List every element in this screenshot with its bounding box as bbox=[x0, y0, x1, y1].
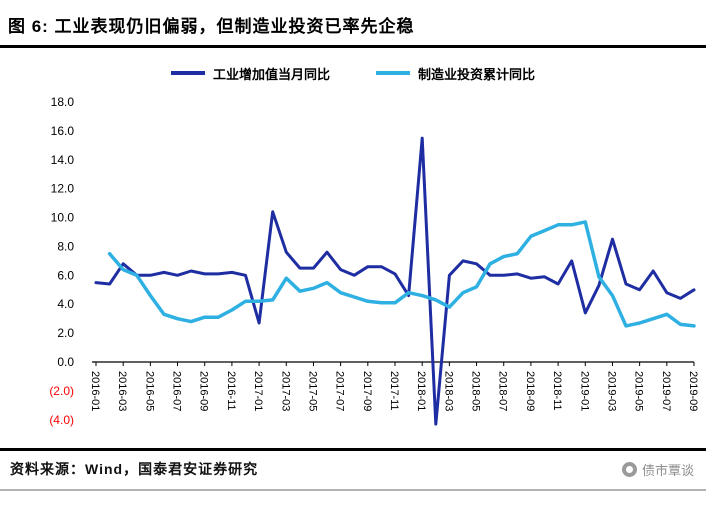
y-tick-label: (4.0) bbox=[49, 413, 74, 427]
legend-label-industrial: 工业增加值当月同比 bbox=[212, 66, 330, 82]
wechat-logo-icon bbox=[621, 461, 637, 477]
x-tick-label: 2016-01 bbox=[89, 371, 101, 411]
x-tick-label: 2016-09 bbox=[198, 371, 210, 411]
x-tick-label: 2016-05 bbox=[143, 371, 155, 411]
x-tick-label: 2017-07 bbox=[334, 371, 346, 411]
y-tick-label: 4.0 bbox=[57, 297, 74, 311]
y-tick-label: 6.0 bbox=[57, 268, 74, 282]
x-tick-label: 2018-05 bbox=[470, 371, 482, 411]
x-tick-label: 2017-05 bbox=[306, 371, 318, 411]
x-tick-label: 2019-07 bbox=[660, 371, 672, 411]
source-text: 资料来源：Wind，国泰君安证券研究 bbox=[10, 461, 259, 477]
y-tick-label: 12.0 bbox=[51, 182, 75, 196]
series-line-industrial bbox=[94, 136, 696, 426]
x-tick-label: 2019-03 bbox=[605, 371, 617, 411]
x-tick-label: 2017-03 bbox=[279, 371, 291, 411]
legend-item-industrial: 工业增加值当月同比 bbox=[170, 64, 330, 83]
x-tick-label: 2017-01 bbox=[252, 371, 264, 411]
x-tick-label: 2018-11 bbox=[551, 371, 563, 411]
line-chart: 18.0 16.0 14.0 12.0 10.0 8.0 6.0 4.0 2.0 0.0 (2.0)… bbox=[49, 95, 699, 427]
x-tick-label: 2018-01 bbox=[415, 371, 427, 411]
x-tick-label: 2019-09 bbox=[687, 371, 699, 411]
x-tick-label: 2016-03 bbox=[116, 371, 128, 411]
x-tick-label: 2017-11 bbox=[388, 371, 400, 411]
x-tick-label: 2019-01 bbox=[578, 371, 590, 411]
y-tick-label: 2.0 bbox=[57, 326, 74, 340]
footer-rule bbox=[0, 448, 706, 451]
series-line-manufacturing bbox=[107, 220, 696, 328]
y-tick-label: (2.0) bbox=[49, 384, 74, 398]
figure-title: 图 6: 工业表现仍旧偏弱，但制造业投资已率先企稳 bbox=[8, 17, 415, 36]
y-tick-label: 0.0 bbox=[57, 355, 74, 369]
y-tick-label: 18.0 bbox=[51, 95, 75, 109]
x-tick-label: 2017-09 bbox=[361, 371, 373, 411]
y-tick-label: 14.0 bbox=[51, 153, 75, 167]
y-tick-label: 10.0 bbox=[51, 211, 75, 225]
bottom-rule bbox=[0, 489, 706, 491]
legend-swatch-industrial bbox=[170, 71, 205, 75]
x-tick-label: 2018-03 bbox=[442, 371, 454, 411]
x-tick-label: 2016-11 bbox=[225, 371, 237, 411]
footer: 资料来源：Wind，国泰君安证券研究 债市覃谈 bbox=[0, 451, 706, 483]
y-tick-label: 8.0 bbox=[57, 239, 74, 253]
chart-legend: 工业增加值当月同比 制造业投资累计同比 bbox=[0, 64, 706, 82]
x-tick-label: 2016-07 bbox=[171, 371, 183, 411]
y-tick-label: 16.0 bbox=[51, 124, 75, 138]
legend-swatch-manufacturing bbox=[376, 71, 410, 75]
title-underline bbox=[0, 45, 706, 48]
x-tick-label: 2019-05 bbox=[633, 371, 645, 411]
legend-label-manufacturing: 制造业投资累计同比 bbox=[418, 66, 536, 82]
legend-item-manufacturing: 制造业投资累计同比 bbox=[376, 64, 535, 83]
wechat-name: 债市覃谈 bbox=[641, 462, 694, 478]
x-tick-label: 2018-07 bbox=[497, 371, 509, 411]
x-tick-label: 2018-09 bbox=[524, 371, 536, 411]
report-figure-page: 图 6: 工业表现仍旧偏弱，但制造业投资已率先企稳 工业增加值当月同比 制造业投… bbox=[0, 17, 706, 491]
wechat-account: 债市覃谈 bbox=[621, 460, 694, 479]
